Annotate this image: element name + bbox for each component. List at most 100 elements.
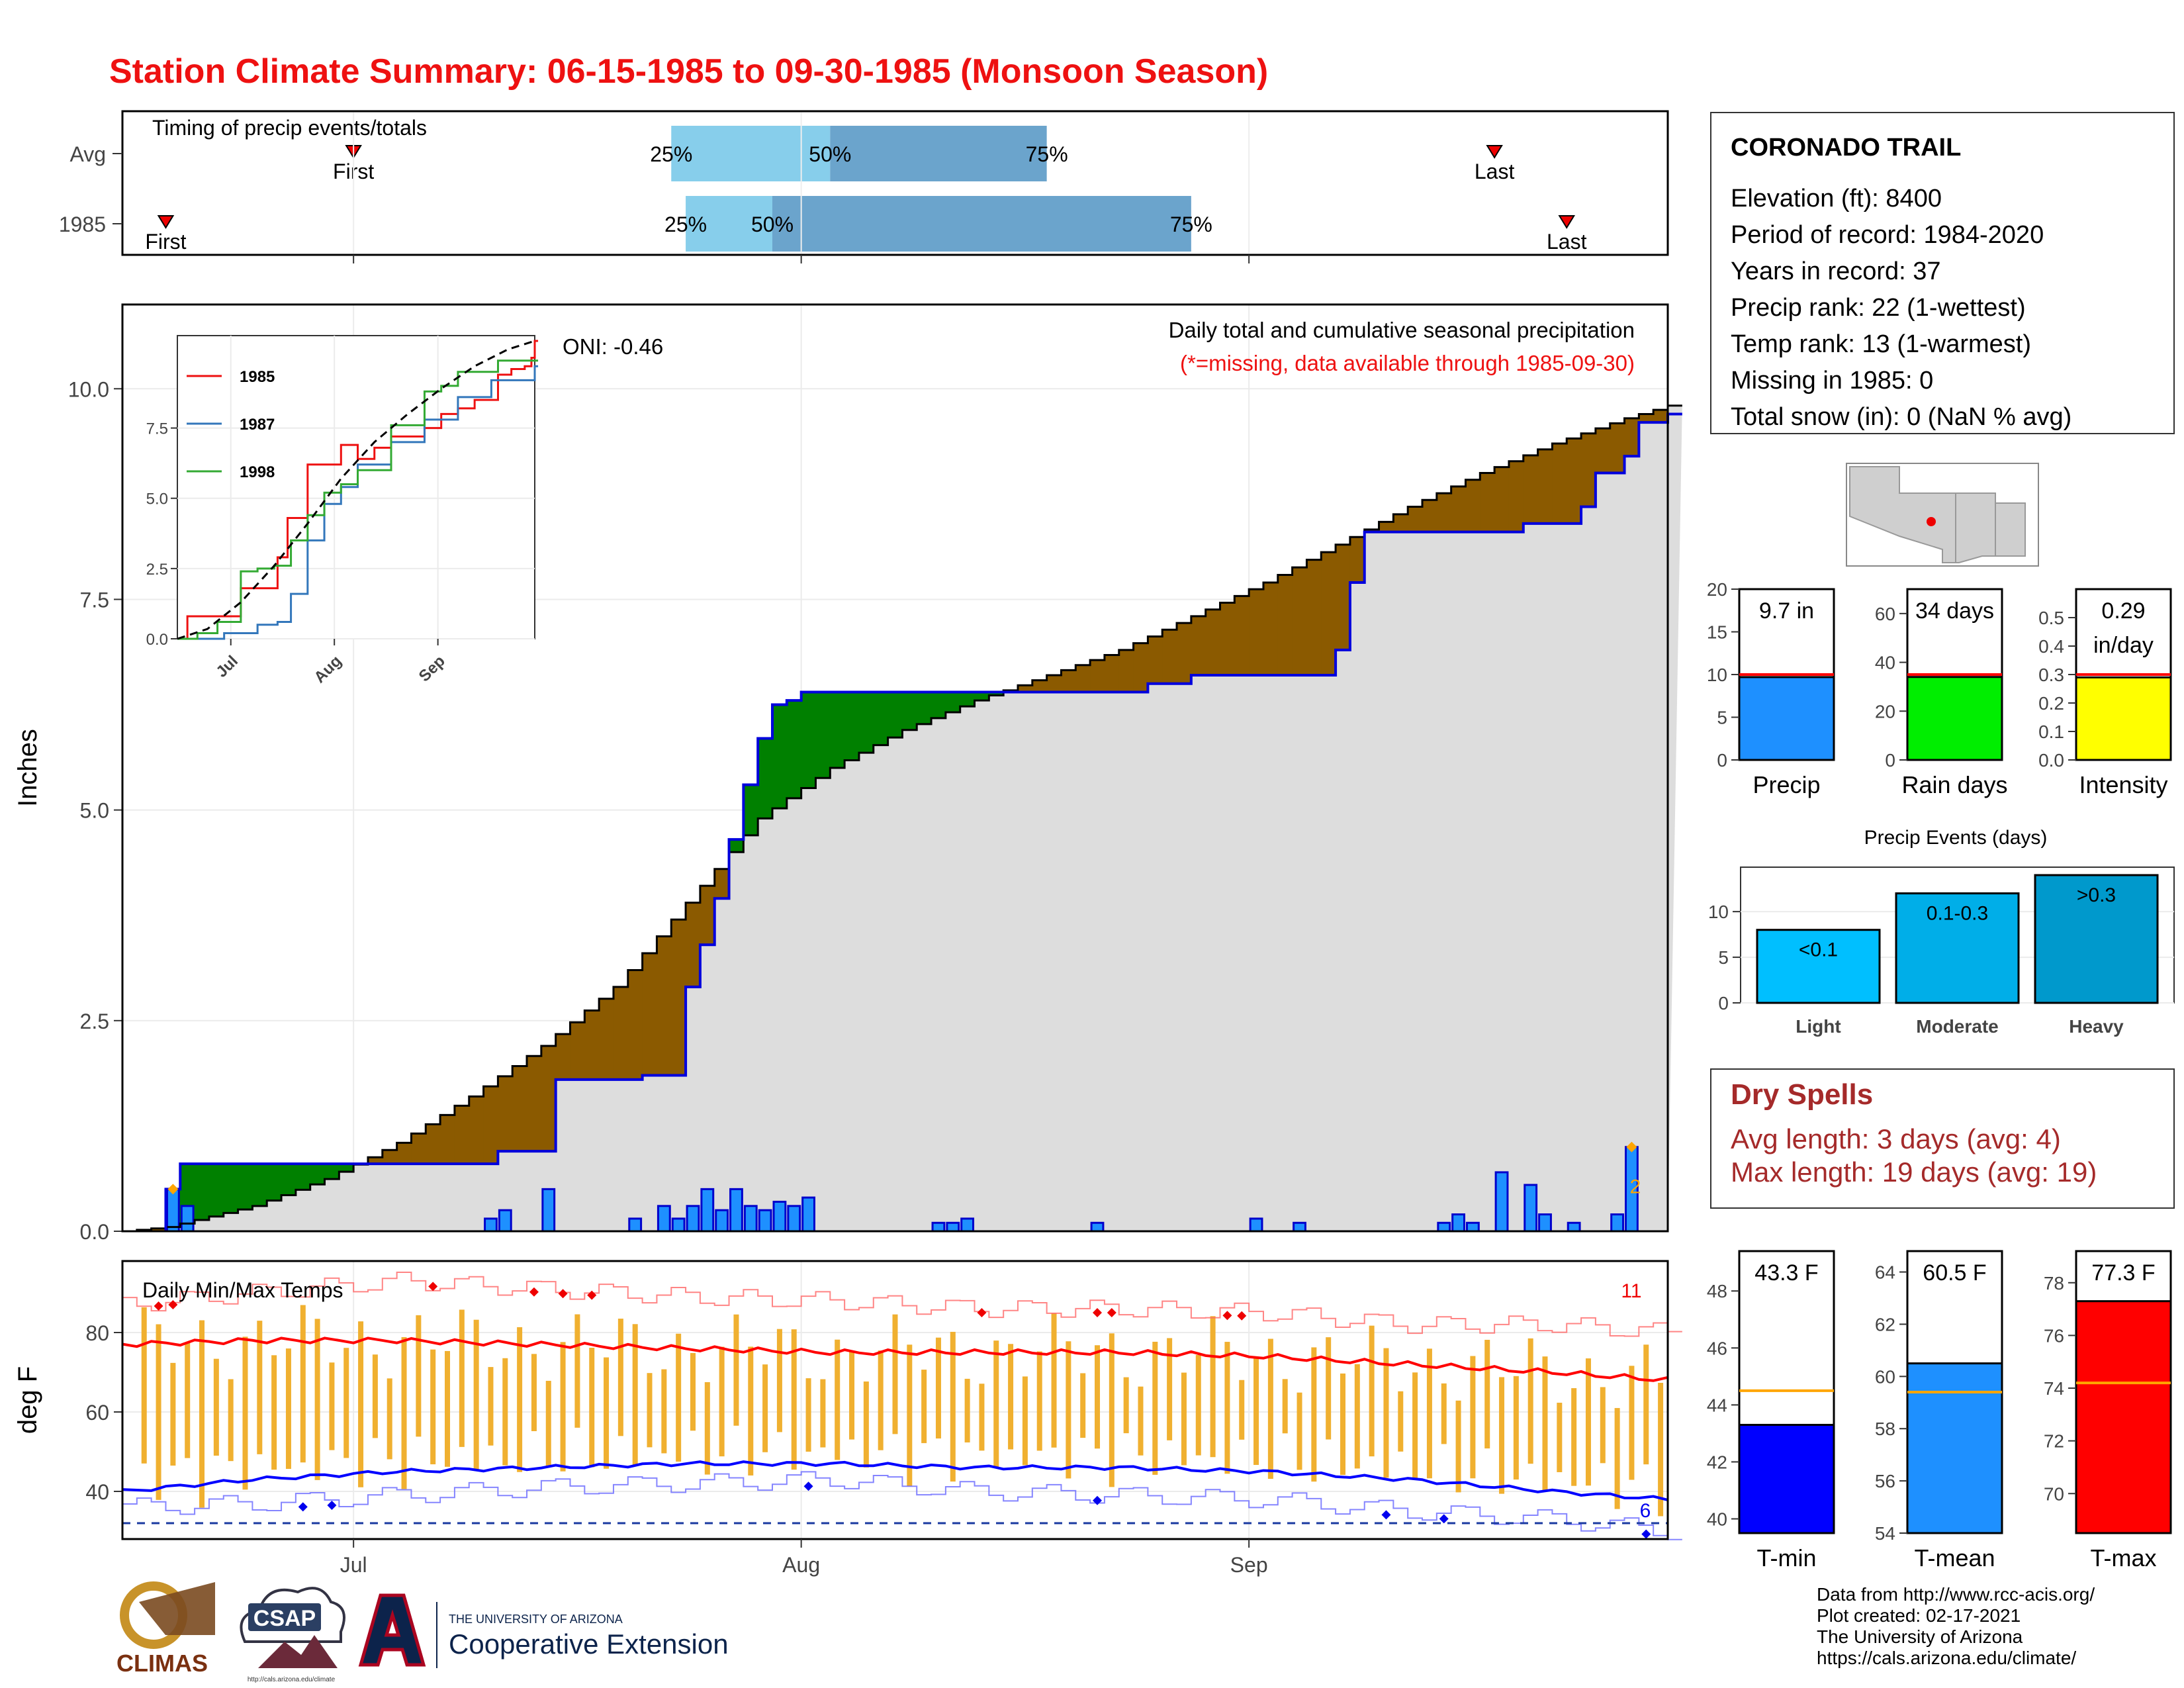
daily-precip-bar (729, 1188, 743, 1233)
record-low-marker (1439, 1514, 1449, 1524)
daily-temp-range-bar (1224, 1342, 1230, 1474)
ua-logo: THE UNIVERSITY OF ARIZONA Cooperative Ex… (358, 1593, 729, 1668)
timing-last-label: Last (1475, 160, 1515, 183)
surplus-slab (917, 692, 932, 724)
deficit-slab (440, 1115, 455, 1164)
record-high-marker (154, 1301, 163, 1311)
precip-y-tick-label: 7.5 (80, 588, 109, 612)
tmin-y-tick-label: 48 (1707, 1281, 1727, 1301)
event-bar-label: >0.3 (2077, 884, 2116, 906)
tmax-y-tick-label: 70 (2044, 1483, 2064, 1504)
intensity-y-tick-label: 0.2 (2038, 693, 2064, 714)
tmean-y-tick-label: 56 (1875, 1471, 1895, 1491)
deficit-slab (1061, 670, 1076, 692)
tmax-bar (2075, 1300, 2172, 1534)
deficit-slab (1133, 643, 1148, 692)
surplus-slab (195, 1164, 210, 1221)
deficit-slab (1523, 455, 1539, 524)
deficit-slab (700, 886, 715, 945)
precip-y-tick-label: 10.0 (68, 377, 109, 401)
tmean-name: T-mean (1914, 1544, 1995, 1571)
inset-series-line (177, 365, 539, 640)
event-bar-label: <0.1 (1799, 939, 1838, 961)
daily-temp-range-bar (1340, 1373, 1345, 1476)
record-max-line (122, 1271, 1682, 1337)
record-high-marker (529, 1287, 539, 1297)
daily-temp-range-bar (213, 1358, 219, 1456)
timing-q75-label: 75% (1170, 212, 1212, 236)
rain-days-bar (1906, 676, 2003, 761)
precip-panel: 0.0 2.5 5.0 7.5 10.0 2 Daily total and cumula… (13, 303, 1682, 1244)
event-bar-heavy (2034, 874, 2159, 1004)
credit-line-university: The University of Arizona (1817, 1626, 2023, 1647)
tmin-name: T-min (1757, 1544, 1817, 1571)
surplus-slab (223, 1164, 239, 1213)
deficit-slab (627, 970, 643, 1080)
credit-line-created: Plot created: 02-17-2021 (1817, 1605, 2021, 1626)
daily-precip-bar (1437, 1221, 1451, 1233)
daily-temp-range-bar (835, 1339, 841, 1460)
daily-temp-range-bar (820, 1379, 826, 1448)
deficit-slab (1090, 660, 1105, 692)
daily-temp-range-bar (849, 1350, 855, 1440)
record-high-marker (1222, 1311, 1232, 1321)
record-high-marker (1107, 1308, 1116, 1317)
deficit-slab (454, 1105, 470, 1164)
temp-panel: 40 60 80 11 6 Daily Min/Max Temps deg F Jul A… (13, 1260, 1682, 1577)
daily-precip-bar (1610, 1213, 1625, 1233)
deficit-slab (642, 953, 658, 1076)
timing-panel-label: Timing of precip events/totals (152, 116, 427, 140)
deficit-slab (1379, 522, 1394, 532)
csap-url: http://cals.arizona.edu/climate (248, 1676, 336, 1683)
daily-temp-range-bar (502, 1358, 508, 1466)
tmin-y-tick-label: 42 (1707, 1452, 1727, 1472)
deficit-slab (657, 936, 672, 1076)
precip-annotation: 2 (1630, 1176, 1641, 1198)
daily-temp-range-bar (878, 1350, 884, 1450)
surplus-slab (873, 692, 889, 745)
daily-temp-range-bar (1123, 1377, 1129, 1434)
precip-total-y-tick-label: 10 (1707, 665, 1727, 685)
deficit-slab (367, 1157, 383, 1164)
climas-sun (139, 1582, 215, 1635)
surplus-slab (252, 1164, 267, 1206)
precip-total-y-tick-label: 15 (1707, 622, 1727, 643)
surplus-slab (758, 738, 773, 819)
surplus-slab (815, 692, 831, 778)
daily-temp-range-bar (329, 1362, 335, 1450)
surplus-slab (844, 692, 860, 761)
daily-precip-bar (931, 1221, 946, 1233)
avg-tmin-line (122, 1460, 1668, 1501)
precip-total-y-tick-label: 20 (1707, 579, 1727, 600)
daily-temp-range-bar (863, 1381, 869, 1468)
daily-temp-range-bar (343, 1348, 349, 1458)
climas-logo: CLIMAS (116, 1581, 215, 1677)
dry-spells-max: Max length: 19 days (avg: 19) (1731, 1156, 2097, 1188)
events-y-tick-label: 10 (1708, 902, 1729, 922)
station-info-box: CORONADO TRAIL Elevation (ft): 8400 Peri… (1710, 112, 2175, 434)
daily-temp-range-bar (1557, 1403, 1563, 1472)
surplus-slab (858, 692, 874, 753)
deficit-slab (1451, 486, 1467, 532)
daily-precip-bar (715, 1209, 729, 1233)
surplus-slab (267, 1164, 282, 1201)
deficit-slab (541, 1046, 557, 1152)
temp-y-tick-label: 40 (85, 1480, 109, 1504)
daily-precip-bar (628, 1217, 643, 1233)
observed-cumulative-line (164, 412, 1682, 1231)
timing-q50-label: 50% (809, 142, 851, 166)
daily-temp-range-bar (1354, 1364, 1360, 1469)
record-high-marker (1093, 1308, 1103, 1317)
deficit-slab (1480, 473, 1495, 532)
daily-temp-range-bar (1109, 1333, 1115, 1487)
timing-panel: Timing of precip events/totals Avg 25% 50%… (59, 110, 1669, 263)
deficit-slab (1017, 685, 1033, 692)
events-title: Precip Events (days) (1864, 827, 2048, 849)
surplus-slab (801, 692, 817, 788)
temp-panel-border (121, 1260, 1669, 1540)
deficit-slab (1220, 602, 1235, 675)
intensity-value-label: in/day (2093, 633, 2154, 658)
month-x-tick-label: Sep (1230, 1553, 1268, 1577)
temp-chart-title: Daily Min/Max Temps (142, 1278, 343, 1302)
credit-line-url: https://cals.arizona.edu/climate/ (1817, 1648, 2076, 1668)
